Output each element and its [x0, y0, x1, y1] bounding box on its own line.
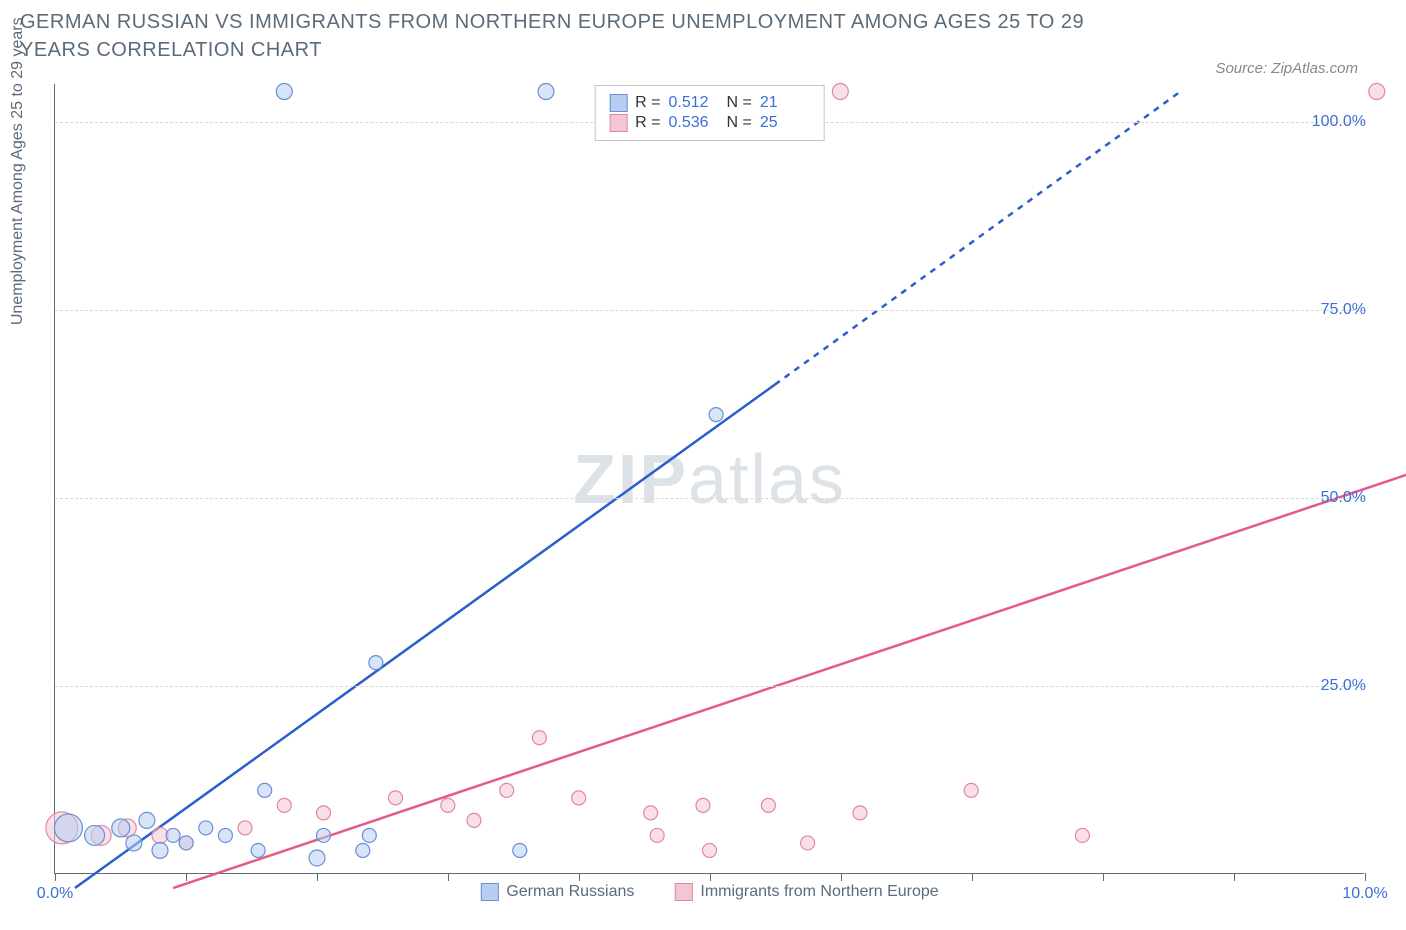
- r-label: R =: [635, 114, 660, 132]
- swatch-pink-icon: [609, 114, 627, 132]
- xtick-label: 10.0%: [1342, 885, 1387, 903]
- gridline: [55, 498, 1364, 499]
- n-label: N =: [727, 114, 752, 132]
- swatch-blue-icon: [480, 883, 498, 901]
- watermark-atlas: atlas: [688, 440, 846, 518]
- xtick: [448, 873, 449, 881]
- swatch-blue-icon: [609, 94, 627, 112]
- legend-stats: R = 0.512 N = 21 R = 0.536 N = 25: [594, 85, 825, 141]
- xtick: [1365, 873, 1366, 881]
- r-value-pink: 0.536: [669, 114, 719, 132]
- xtick: [186, 873, 187, 881]
- xtick: [972, 873, 973, 881]
- xtick: [55, 873, 56, 881]
- chart-points-layer: [55, 84, 1364, 873]
- watermark: ZIPatlas: [573, 439, 846, 519]
- ytick-label: 50.0%: [1321, 489, 1366, 507]
- n-value-pink: 25: [760, 114, 810, 132]
- xtick: [841, 873, 842, 881]
- swatch-pink-icon: [674, 883, 692, 901]
- xtick-label: 0.0%: [37, 885, 73, 903]
- n-value-blue: 21: [760, 94, 810, 112]
- ytick-label: 75.0%: [1321, 301, 1366, 319]
- chart-title: GERMAN RUSSIAN VS IMMIGRANTS FROM NORTHE…: [20, 8, 1120, 64]
- xtick: [1234, 873, 1235, 881]
- ytick-label: 25.0%: [1321, 677, 1366, 695]
- legend-label-blue: German Russians: [506, 883, 634, 901]
- plot-area: ZIPatlas R = 0.512 N = 21 R = 0.536 N = …: [54, 84, 1364, 874]
- chart-lines-layer: [55, 84, 1364, 873]
- legend-series: German Russians Immigrants from Northern…: [480, 883, 938, 901]
- watermark-zip: ZIP: [573, 440, 688, 518]
- source-text: Source: ZipAtlas.com: [1215, 60, 1358, 77]
- xtick: [710, 873, 711, 881]
- legend-label-pink: Immigrants from Northern Europe: [700, 883, 938, 901]
- xtick: [317, 873, 318, 881]
- yaxis-title: Unemployment Among Ages 25 to 29 years: [9, 17, 27, 325]
- legend-stats-row-pink: R = 0.536 N = 25: [609, 114, 810, 132]
- r-value-blue: 0.512: [669, 94, 719, 112]
- xtick: [1103, 873, 1104, 881]
- legend-item-pink: Immigrants from Northern Europe: [674, 883, 938, 901]
- legend-item-blue: German Russians: [480, 883, 634, 901]
- ytick-label: 100.0%: [1312, 113, 1366, 131]
- legend-stats-row-blue: R = 0.512 N = 21: [609, 94, 810, 112]
- xtick: [579, 873, 580, 881]
- gridline: [55, 686, 1364, 687]
- n-label: N =: [727, 94, 752, 112]
- r-label: R =: [635, 94, 660, 112]
- gridline: [55, 310, 1364, 311]
